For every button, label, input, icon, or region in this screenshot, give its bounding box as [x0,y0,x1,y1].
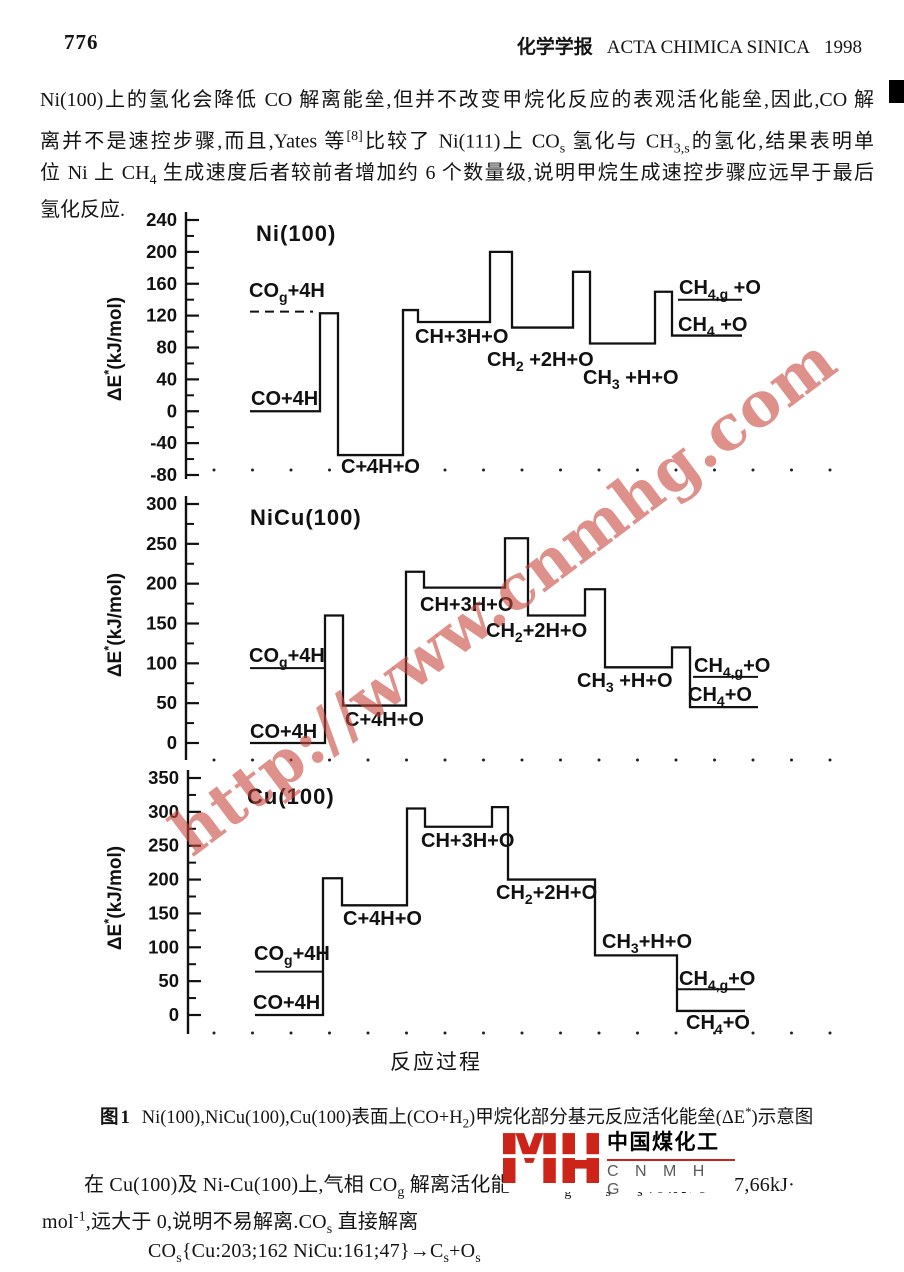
figure-caption: 图1 Ni(100),NiCu(100),Cu(100)表面上(CO+H2)甲烷化… [100,1103,845,1132]
cnmhg-logo-text: 中国煤化工 C N M H G [607,1126,735,1199]
svg-text:CH4,g +O: CH4,g +O [679,277,761,302]
svg-text:CH2+2H+O: CH2+2H+O [496,882,597,907]
svg-text:CH2 +2H+O: CH2 +2H+O [487,349,594,374]
svg-text:C+4H+O: C+4H+O [343,908,422,930]
svg-text:300: 300 [146,493,177,514]
svg-text:-40: -40 [150,432,177,453]
figure-caption-text: Ni(100),NiCu(100),Cu(100)表面上(CO+H2)甲烷化部分… [141,1103,814,1131]
cnmhg-logo-en: C N M H G [607,1163,711,1198]
svg-text:COg+4H: COg+4H [249,280,325,305]
bottom-text-line: mol-1,远大于 0,说明不易解离.COs 直接解离 [42,1209,419,1237]
svg-text:50: 50 [158,970,179,991]
page-number: 776 [64,30,99,54]
svg-text:120: 120 [146,305,177,326]
figure-caption-tag: 图1 [100,1108,132,1128]
reaction-formula: COs{Cu:203;162 NiCu:161;47}→Cs+Os [148,1240,481,1266]
svg-text:160: 160 [146,273,177,294]
svg-text:80: 80 [156,337,177,358]
svg-text:ΔE*(kJ/mol): ΔE*(kJ/mol) [101,573,126,677]
paragraph-line: 氢化反应. [40,198,125,221]
svg-text:ΔE*(kJ/mol): ΔE*(kJ/mol) [101,846,126,950]
svg-text:CH4+O: CH4+O [688,684,752,709]
svg-text:200: 200 [146,573,177,594]
svg-text:CH4,g+O: CH4,g+O [679,968,755,993]
energy-diagram-Ni(100): -80-4004080120160200240CO+4HC+4H+OCH+3H+… [101,209,832,485]
svg-text:40: 40 [156,368,177,389]
svg-text:50: 50 [156,692,177,713]
svg-text:COg+4H: COg+4H [254,943,330,968]
svg-text:150: 150 [146,613,177,634]
svg-text:CO+4H: CO+4H [251,388,318,410]
svg-text:COg+4H: COg+4H [249,645,325,670]
watermark-url: http://www.cnmhg.com [157,323,850,870]
svg-text:CH4 +O: CH4 +O [678,314,747,339]
cnmhg-logo-cn: 中国煤化工 [607,1126,735,1161]
energy-profile-path [250,537,758,745]
journal-title: 化学学报 ACTA CHIMICA SINICA 1998 [517,32,862,59]
paragraph-line: 位 Ni 上 CH4 生成速度后者较前者增加约 6 个数量级,说明甲烷生成速控步… [40,162,874,188]
svg-text:CO+4H: CO+4H [250,721,317,743]
svg-text:CH+3H+O: CH+3H+O [420,594,513,616]
svg-text:C+4H+O: C+4H+O [345,709,424,731]
svg-text:100: 100 [146,652,177,673]
svg-text:-80: -80 [150,464,177,485]
svg-text:CH3+H+O: CH3+H+O [602,931,692,956]
svg-text:250: 250 [146,533,177,554]
svg-text:150: 150 [148,902,179,923]
svg-text:ΔE*(kJ/mol): ΔE*(kJ/mol) [101,297,126,401]
svg-text:CH3 +H+O: CH3 +H+O [583,367,679,392]
paragraph-line: Ni(100)上的氢化会降低 CO 解离能垒,但并不改变甲烷化反应的表观活化能垒… [40,89,874,111]
svg-text:CO+4H: CO+4H [253,992,320,1014]
svg-text:200: 200 [146,241,177,262]
svg-text:200: 200 [148,869,179,890]
svg-text:CH4+O: CH4+O [686,1012,750,1037]
x-axis-label: 反应过程 [390,1050,482,1074]
svg-text:0: 0 [169,1004,179,1025]
svg-text:NiCu(100): NiCu(100) [250,505,362,530]
svg-text:CH+3H+O: CH+3H+O [421,830,514,852]
energy-diagram-NiCu(100): 0 50 100 150 200 250 300 CO+4H C+4H+O CH+3H+O CH2+… [101,493,832,762]
cnmhg-logo: 中国煤化工 C N M H G [503,1126,735,1198]
scan-artifact-mark [889,80,904,103]
svg-text:100: 100 [148,936,179,957]
journal-year: 1998 [824,37,862,58]
energy-profile-path [255,805,745,1017]
svg-text:Cu(100): Cu(100) [247,784,335,809]
svg-text:C+4H+O: C+4H+O [341,456,420,478]
svg-text:350: 350 [148,767,179,788]
svg-text:0: 0 [167,732,177,753]
svg-text:250: 250 [148,835,179,856]
svg-text:300: 300 [148,801,179,822]
energy-profile-path [250,250,742,457]
svg-text:CH4,g+O: CH4,g+O [694,655,770,680]
body-paragraph: Ni(100)上的氢化会降低 CO 解离能垒,但并不改变甲烷化反应的表观活化能垒… [40,82,874,228]
paragraph-line: 离并不是速控步骤,而且,Yates 等[8]比较了 Ni(111)上 COs 氢… [40,128,874,156]
journal-title-en: ACTA CHIMICA SINICA [606,37,810,58]
energy-diagram-Cu(100): 0 50 100 150 200 250 300 350 CO+4H C+4H+O CH+3H+O C… [101,767,832,1037]
svg-text:CH+3H+O: CH+3H+O [415,326,508,348]
svg-text:0: 0 [167,400,177,421]
cnmhg-logo-mark-icon [503,1133,599,1183]
svg-text:CH3 +H+O: CH3 +H+O [577,670,673,695]
journal-title-cn: 化学学报 [516,37,593,58]
svg-text:CH2+2H+O: CH2+2H+O [486,620,587,645]
